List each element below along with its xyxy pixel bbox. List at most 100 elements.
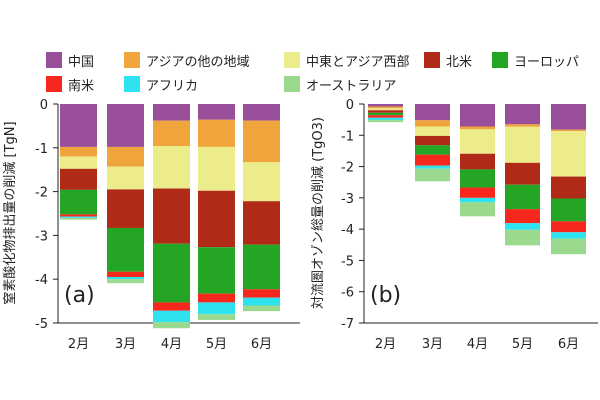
y-tick-label: -4	[35, 273, 48, 288]
y-tick-label: -6	[341, 286, 354, 301]
bar-segment	[243, 104, 280, 121]
x-tick-label: 3月	[422, 337, 443, 352]
y-tick-label: -5	[341, 254, 354, 269]
panel-label: (a)	[64, 283, 95, 308]
bar-segment	[415, 126, 450, 136]
legend-swatch	[124, 76, 140, 92]
bar-segment	[198, 146, 235, 191]
bar-segment	[198, 302, 235, 315]
y-tick-label: -3	[35, 229, 48, 244]
bar-segment	[198, 293, 235, 303]
legend-swatch	[284, 76, 300, 92]
legend-swatch	[124, 52, 140, 68]
y-tick-label: -2	[35, 186, 48, 201]
bar-segment	[505, 209, 540, 224]
legend-label: アフリカ	[146, 78, 199, 94]
bar-segment	[153, 302, 190, 311]
legend-swatch	[284, 52, 300, 68]
bar-segment	[551, 232, 586, 239]
bar-segment	[60, 168, 97, 190]
bar-segment	[107, 104, 144, 147]
bar-segment	[368, 115, 403, 118]
bar-segment	[460, 169, 495, 188]
y-axis-title: 対流圏オゾン総量の削減 (TgO3)	[310, 117, 326, 309]
legend-label: ヨーロッパ	[514, 54, 580, 70]
bar-segment	[243, 297, 280, 306]
x-tick-label: 2月	[68, 337, 89, 352]
bar-segment	[243, 244, 280, 290]
legend: 中国 アジアの他の地域 中東とアジア西部 北米 ヨーロッパ 南米 アフリカ オーストラリア	[46, 50, 586, 96]
y-tick-label: -1	[341, 129, 354, 144]
legend-item: アジアの他の地域	[124, 50, 249, 70]
bar-segment	[153, 146, 190, 189]
bar-segment	[368, 104, 403, 107]
bar-segment	[415, 104, 450, 121]
y-tick-label: 0	[346, 98, 354, 113]
bar-segment	[415, 154, 450, 166]
bar-segment	[107, 146, 144, 167]
bar-segment	[198, 119, 235, 147]
legend-swatch	[492, 52, 508, 68]
bar-segment	[60, 104, 97, 147]
bar-segment	[198, 190, 235, 248]
legend-label: 北米	[446, 54, 473, 70]
bar-segment	[153, 188, 190, 244]
bar-segment	[505, 124, 540, 127]
y-tick-label: -2	[341, 161, 354, 176]
bar-segment	[107, 277, 144, 280]
legend-swatch	[424, 52, 440, 68]
bar-segment	[505, 184, 540, 210]
bar-segment	[415, 135, 450, 146]
bar-segment	[460, 129, 495, 154]
bar-segment	[60, 189, 97, 215]
bar-segment	[107, 166, 144, 190]
bar-segment	[460, 202, 495, 217]
bar-segment	[505, 229, 540, 246]
x-tick-label: 5月	[206, 337, 227, 352]
bar-segment	[60, 214, 97, 217]
bar-segment	[551, 198, 586, 222]
y-tick-label: -4	[341, 223, 354, 238]
bar-segment	[368, 106, 403, 109]
x-tick-label: 3月	[115, 337, 136, 352]
bar-segment	[198, 247, 235, 294]
bar-segment	[460, 104, 495, 127]
bar-segment	[60, 146, 97, 157]
legend-label: 中国	[68, 54, 95, 70]
bar-segment	[368, 108, 403, 111]
bar-segment	[153, 310, 190, 323]
bar-segment	[243, 120, 280, 163]
bar-segment	[551, 238, 586, 255]
bar-segment	[460, 187, 495, 198]
bar-segment	[153, 120, 190, 147]
legend-label: 南米	[68, 78, 95, 94]
y-tick-label: 0	[40, 98, 48, 113]
bar-segment	[415, 145, 450, 155]
x-tick-label: 5月	[512, 337, 533, 352]
y-tick-label: -7	[341, 317, 354, 332]
bar-segment	[198, 314, 235, 320]
legend-item: 北米	[424, 50, 472, 70]
bar-segment	[243, 201, 280, 245]
bar-segment	[505, 162, 540, 185]
bar-segment	[60, 216, 97, 218]
bar-segment	[505, 126, 540, 163]
bar-segment	[415, 120, 450, 127]
x-tick-label: 4月	[161, 337, 182, 352]
bar-segment	[505, 104, 540, 125]
bar-segment	[60, 156, 97, 169]
bar-segment	[368, 117, 403, 120]
legend-item: 中東とアジア西部	[284, 50, 409, 70]
legend-swatch	[46, 52, 62, 68]
bar-segment	[551, 129, 586, 132]
bar-segment	[415, 165, 450, 169]
bar-segment	[460, 197, 495, 203]
bar-segment	[153, 322, 190, 329]
bar-segment	[368, 119, 403, 123]
x-tick-label: 6月	[558, 337, 579, 352]
bar-segment	[107, 189, 144, 228]
bar-segment	[460, 153, 495, 170]
y-tick-label: -3	[341, 192, 354, 207]
